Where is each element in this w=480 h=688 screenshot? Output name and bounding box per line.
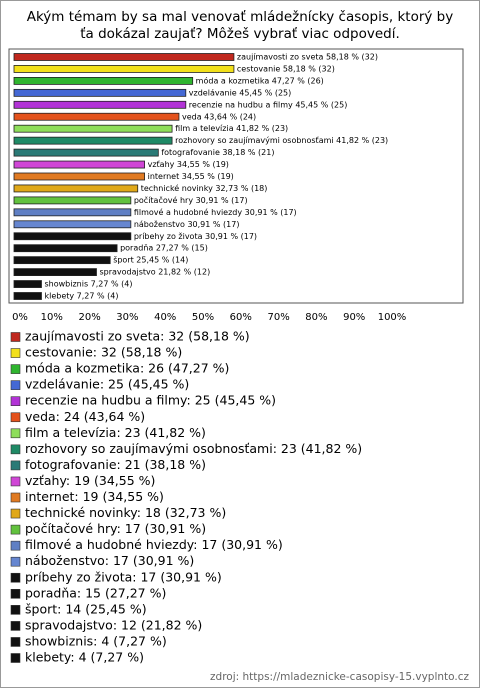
- legend-swatch: [10, 412, 21, 423]
- bar: [13, 53, 235, 61]
- bar: [13, 65, 235, 73]
- bar: [13, 184, 139, 193]
- legend-label: cestovanie: 32 (58,18 %): [25, 345, 182, 360]
- bar: [13, 148, 159, 157]
- bar: [13, 292, 42, 300]
- bar-label: veda 43,64 % (24): [182, 112, 256, 121]
- bar: [13, 244, 118, 253]
- legend-label: počítačové hry: 17 (30,91 %): [25, 521, 206, 536]
- bar-label: móda a kozmetika 47,27 % (26): [196, 75, 324, 85]
- bar: [13, 220, 132, 229]
- legend-label: šport: 14 (25,45 %): [25, 601, 147, 616]
- legend-swatch: [10, 460, 21, 471]
- legend-label: príbehy zo života: 17 (30,91 %): [25, 569, 222, 584]
- bar: [13, 208, 132, 217]
- legend-swatch: [10, 588, 21, 599]
- legend-swatch: [10, 621, 21, 631]
- legend-label: móda a kozmetika: 26 (47,27 %): [25, 361, 229, 376]
- legend-label: recenzie na hudbu a filmy: 25 (45,45 %): [25, 393, 276, 408]
- x-tick-label: 40%: [154, 312, 176, 323]
- bar: [13, 124, 173, 133]
- bar-label: cestovanie 58,18 % (32): [237, 64, 335, 73]
- x-tick-label: 50%: [192, 312, 214, 323]
- bar: [13, 268, 97, 277]
- bar-label: zaujímavosti zo sveta 58,18 % (32): [237, 53, 378, 62]
- legend-label: rozhovory so zaujímavými osobnosťami: 23…: [25, 441, 362, 456]
- legend-swatch: [10, 332, 21, 342]
- bar-label: recenzie na hudbu a filmy 45,45 % (25): [189, 100, 348, 109]
- bar-label: náboženstvo 30,91 % (17): [134, 220, 240, 229]
- legend-swatch: [10, 508, 21, 519]
- bar: [13, 77, 194, 85]
- source: zdroj: https://mladeznicke-casopisy-15.v…: [210, 671, 469, 683]
- legend-swatch: [10, 540, 21, 551]
- legend-swatch: [10, 637, 21, 647]
- legend-swatch: [10, 556, 21, 567]
- x-tick-label: 0%: [12, 312, 28, 323]
- bar: [13, 160, 145, 169]
- bar: [13, 136, 173, 145]
- bar: [13, 88, 187, 97]
- legend-swatch: [10, 572, 21, 583]
- bar-label: showbiznis 7,27 % (4): [44, 280, 132, 289]
- bar-label: technické novinky 32,73 % (18): [141, 183, 268, 193]
- bar-label: fotografovanie 38,18 % (21): [161, 148, 274, 157]
- bar: [13, 280, 42, 288]
- x-tick-label: 70%: [267, 312, 289, 323]
- bar-label: klebety 7,27 % (4): [44, 292, 118, 301]
- legend-label: zaujímavosti zo sveta: 32 (58,18 %): [25, 329, 250, 344]
- legend-swatch: [10, 444, 21, 455]
- legend-swatch: [10, 605, 21, 615]
- legend-swatch: [10, 428, 21, 439]
- x-tick-label: 10%: [41, 312, 63, 323]
- legend-label: internet: 19 (34,55 %): [25, 489, 164, 504]
- legend-label: náboženstvo: 17 (30,91 %): [25, 553, 194, 568]
- bar-label: film a televízia 41,82 % (23): [175, 124, 288, 133]
- bar: [13, 232, 132, 241]
- legend-swatch: [10, 492, 21, 503]
- bar: [13, 100, 187, 109]
- legend-swatch: [10, 348, 21, 358]
- bar: [13, 256, 111, 265]
- legend-label: klebety: 4 (7,27 %): [25, 650, 144, 665]
- bar-label: internet 34,55 % (19): [148, 172, 234, 181]
- x-tick-label: 20%: [78, 312, 100, 323]
- legend-label: vzdelávanie: 25 (45,45 %): [25, 377, 189, 392]
- x-tick-label: 90%: [343, 312, 365, 323]
- legend-swatch: [10, 380, 21, 390]
- x-tick-label: 60%: [230, 312, 252, 323]
- legend-label: veda: 24 (43,64 %): [25, 409, 145, 424]
- x-tick-label: 80%: [305, 312, 327, 323]
- legend-label: film a televízia: 23 (41,82 %): [25, 425, 206, 440]
- legend-label: showbiznis: 4 (7,27 %): [25, 633, 167, 648]
- bar-label: vzdelávanie 45,45 % (25): [189, 88, 291, 97]
- legend-swatch: [10, 476, 21, 487]
- legend-label: filmové a hudobné hviezdy: 17 (30,91 %): [25, 537, 283, 552]
- legend-swatch: [10, 396, 21, 407]
- legend-swatch: [10, 524, 21, 535]
- bar-label: filmové a hudobné hviezdy 30,91 % (17): [134, 207, 297, 217]
- bar-label: rozhovory so zaujímavými osobnosťami 41,…: [175, 136, 388, 145]
- x-tick-label: 100%: [378, 312, 407, 323]
- legend-label: vzťahy: 19 (34,55 %): [25, 473, 155, 488]
- bar: [13, 196, 132, 205]
- bar-label: príbehy zo života 30,91 % (17): [134, 232, 257, 241]
- legend-swatch: [10, 364, 21, 374]
- bar-label: poradňa 27,27 % (15): [120, 243, 208, 253]
- x-tick-label: 30%: [116, 312, 138, 323]
- bar: [13, 172, 145, 181]
- legend-label: poradňa: 15 (27,27 %): [25, 585, 166, 600]
- legend-label: spravodajstvo: 12 (21,82 %): [25, 617, 202, 632]
- bar-label: spravodajstvo 21,82 % (12): [99, 268, 210, 277]
- chart-title: Akým témam by sa mal venovať mládežnícky…: [26, 9, 454, 42]
- legend-swatch: [10, 653, 21, 663]
- bar-label: vzťahy 34,55 % (19): [148, 160, 229, 169]
- legend-label: technické novinky: 18 (32,73 %): [25, 505, 226, 520]
- legend-label: fotografovanie: 21 (38,18 %): [25, 457, 206, 472]
- bar-label: šport 25,45 % (14): [113, 255, 188, 265]
- bar: [13, 112, 180, 121]
- bar-label: počítačové hry 30,91 % (17): [134, 195, 248, 205]
